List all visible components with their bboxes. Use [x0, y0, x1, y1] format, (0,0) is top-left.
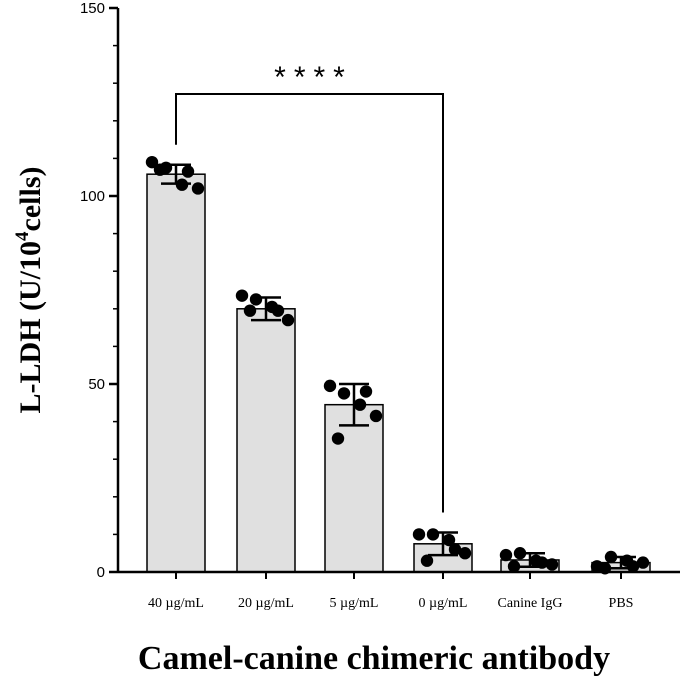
y-tick-label-2: 100: [80, 188, 105, 205]
data-point-1-5: [271, 304, 285, 317]
y-axis-label-main: L-LDH (U/10: [14, 241, 47, 414]
data-point-5-3: [636, 556, 650, 569]
data-point-3-2: [442, 533, 456, 547]
x-tick-label-5: PBS: [609, 596, 634, 611]
x-axis: 40 µg/mL 20 µg/mL 5 µg/mL 0 µg/mL Canine IgG…: [118, 570, 680, 611]
y-tick-label-0: 0: [97, 564, 105, 581]
data-point-1-4: [243, 304, 257, 317]
data-point-4-1: [513, 547, 527, 560]
data-point-2-5: [359, 385, 373, 398]
data-point-3-3: [458, 547, 472, 560]
x-tick-label-1: 20 µg/mL: [238, 596, 294, 611]
x-tick-label-4: Canine IgG: [498, 596, 563, 611]
data-point-0-5: [181, 165, 195, 178]
data-point-5-5: [626, 560, 640, 573]
data-points-layer: [145, 155, 650, 575]
bar-1: [236, 308, 296, 573]
y-tick-label-1: 50: [88, 376, 105, 393]
data-point-4-5: [535, 556, 549, 569]
x-axis-label: Camel-canine chimeric antibody: [138, 640, 610, 677]
data-point-4-4: [507, 560, 521, 573]
bar-0: [146, 173, 206, 573]
data-point-3-4: [420, 554, 434, 567]
bars-layer: [146, 173, 651, 573]
data-point-3-1: [426, 528, 440, 541]
data-point-2-3: [369, 409, 383, 423]
x-tick-label-0: 40 µg/mL: [148, 596, 204, 611]
significance-label: ****: [274, 61, 353, 94]
x-tick-label-2: 5 µg/mL: [330, 596, 379, 611]
data-point-2-0: [323, 379, 337, 393]
data-point-2-4: [331, 432, 345, 445]
bar-2: [324, 403, 384, 573]
y-axis-label-superscript: 4: [12, 231, 33, 241]
data-point-2-1: [337, 387, 351, 400]
data-point-1-3: [281, 313, 295, 327]
data-point-5-1: [604, 550, 618, 564]
data-point-3-0: [412, 528, 426, 541]
significance-line: [175, 93, 444, 513]
significance-bracket: ****: [175, 61, 444, 513]
data-point-1-1: [249, 293, 263, 306]
data-point-1-0: [235, 289, 249, 302]
data-point-0-4: [153, 163, 167, 176]
y-axis-label: L-LDH (U/104cells): [12, 167, 47, 414]
y-tick-label-3: 150: [80, 0, 105, 17]
data-point-4-3: [545, 558, 559, 571]
data-point-3-5: [448, 543, 462, 556]
error-bars-layer: [161, 163, 636, 570]
y-axis-label-end: cells): [14, 167, 47, 232]
data-point-0-3: [191, 182, 205, 195]
data-point-0-0: [145, 155, 159, 169]
data-point-0-2: [175, 178, 189, 191]
data-point-2-2: [353, 398, 367, 411]
x-tick-label-3: 0 µg/mL: [419, 596, 468, 611]
y-axis: 0 50 100 150: [80, 0, 120, 581]
data-point-4-0: [499, 548, 513, 562]
